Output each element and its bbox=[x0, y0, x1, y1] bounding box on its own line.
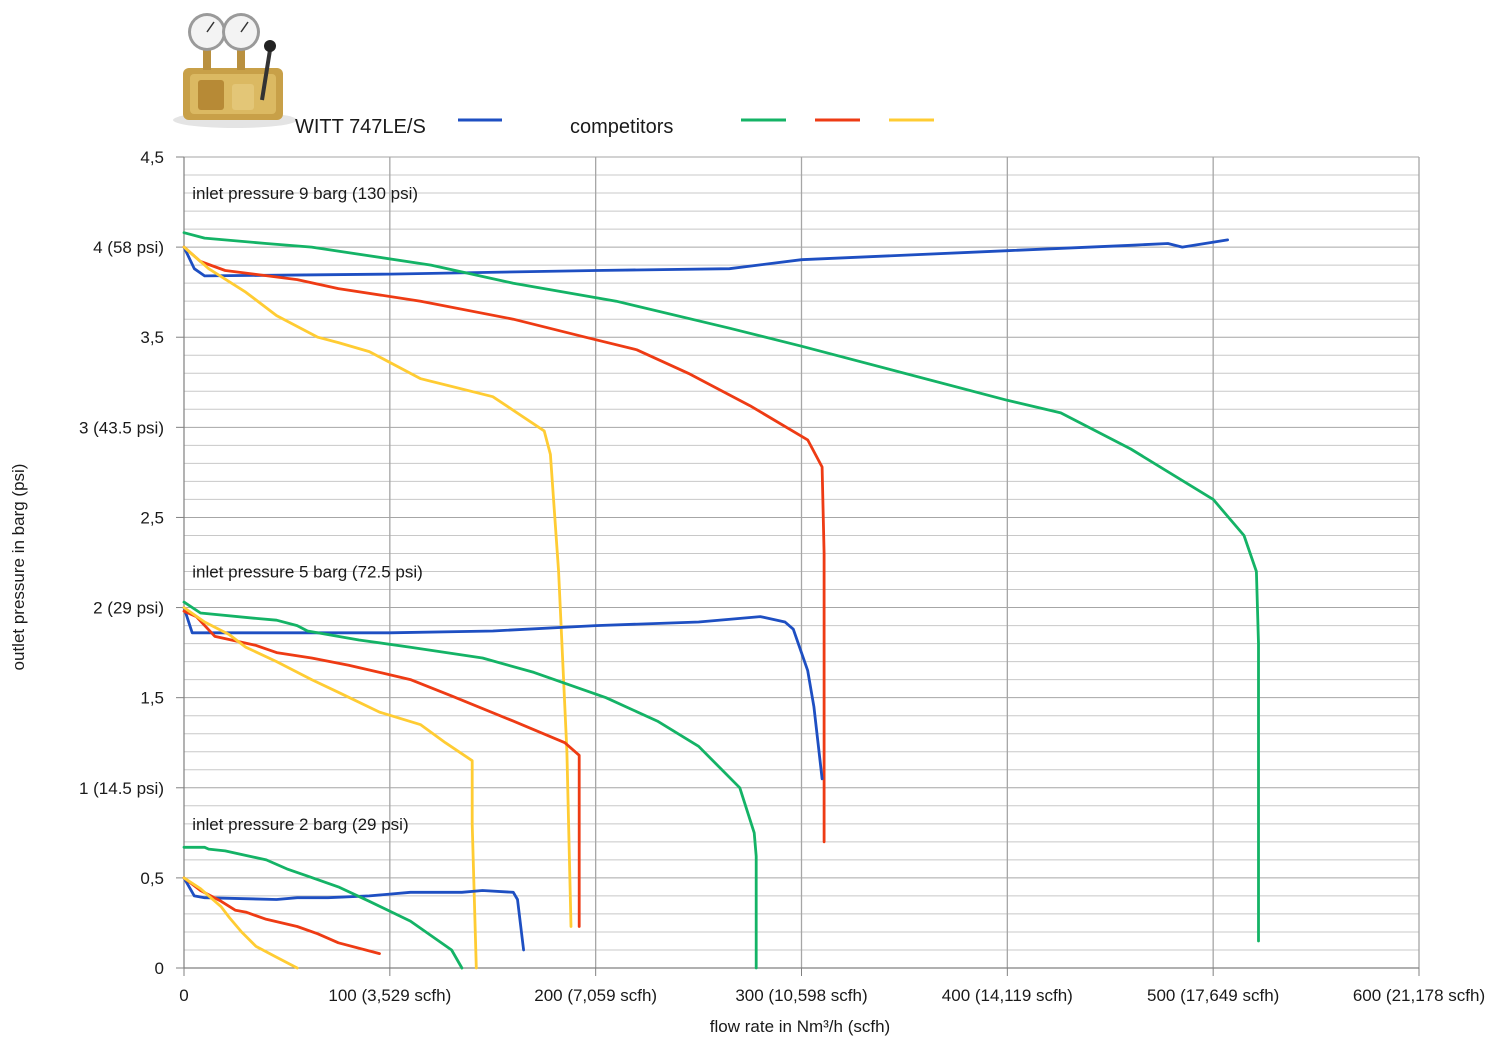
inlet-pressure-label: inlet pressure 9 barg (130 psi) bbox=[192, 184, 418, 203]
series-line-green bbox=[182, 600, 758, 970]
grid-lines bbox=[184, 156, 1420, 969]
y-tick-label: 1 (14.5 psi) bbox=[79, 779, 164, 798]
legend-label-witt: WITT 747LE/S bbox=[295, 116, 426, 138]
x-tick-label: 200 (7,059 scfh) bbox=[534, 986, 657, 1005]
series-line-yellow bbox=[182, 876, 299, 970]
x-axis-title: flow rate in Nm³/h (scfh) bbox=[710, 1017, 890, 1036]
inlet-pressure-label: inlet pressure 5 barg (72.5 psi) bbox=[192, 563, 423, 582]
series-line-red bbox=[182, 876, 381, 955]
y-axis-title: outlet pressure in barg (psi) bbox=[9, 464, 28, 671]
series-line-green bbox=[182, 231, 1260, 943]
series-line-red bbox=[182, 245, 826, 844]
inlet-pressure-label: inlet pressure 2 barg (29 psi) bbox=[192, 815, 408, 834]
y-tick-label: 0 bbox=[155, 959, 164, 978]
x-tick-label: 300 (10,598 scfh) bbox=[735, 986, 867, 1005]
y-tick-label: 0,5 bbox=[140, 869, 164, 888]
x-tick-label: 100 (3,529 scfh) bbox=[328, 986, 451, 1005]
x-tick-label: 500 (17,649 scfh) bbox=[1147, 986, 1279, 1005]
y-tick-label: 3,5 bbox=[140, 328, 164, 347]
series-line-yellow bbox=[182, 606, 478, 970]
x-tick-label: 0 bbox=[179, 986, 188, 1005]
y-tick-label: 4 (58 psi) bbox=[93, 238, 164, 257]
tick-labels: 0 0,5 1 (14.5 psi) 1,5 2 (29 psi) 2,5 3 (43.5 … bbox=[79, 148, 1485, 1005]
series-line-yellow bbox=[182, 245, 573, 928]
series-line-red bbox=[182, 609, 581, 928]
series-line-witt bbox=[182, 606, 824, 781]
series-line-witt bbox=[182, 238, 1229, 278]
legend-label-competitors: competitors bbox=[570, 116, 673, 138]
y-tick-label: 1,5 bbox=[140, 689, 164, 708]
x-tick-label: 600 (21,178 scfh) bbox=[1353, 986, 1485, 1005]
y-tick-label: 4,5 bbox=[140, 148, 164, 167]
data-series bbox=[182, 231, 1260, 970]
y-tick-label: 2 (29 psi) bbox=[93, 599, 164, 618]
chart-legend: WITT 747LE/S competitors bbox=[295, 116, 934, 138]
regulator-product-icon bbox=[173, 13, 297, 128]
y-tick-label: 3 (43.5 psi) bbox=[79, 418, 164, 437]
x-tick-label: 400 (14,119 scfh) bbox=[942, 986, 1073, 1005]
series-line-green bbox=[182, 845, 464, 970]
annotations: inlet pressure 9 barg (130 psi) inlet pre… bbox=[192, 184, 423, 834]
y-tick-label: 2,5 bbox=[140, 508, 164, 527]
